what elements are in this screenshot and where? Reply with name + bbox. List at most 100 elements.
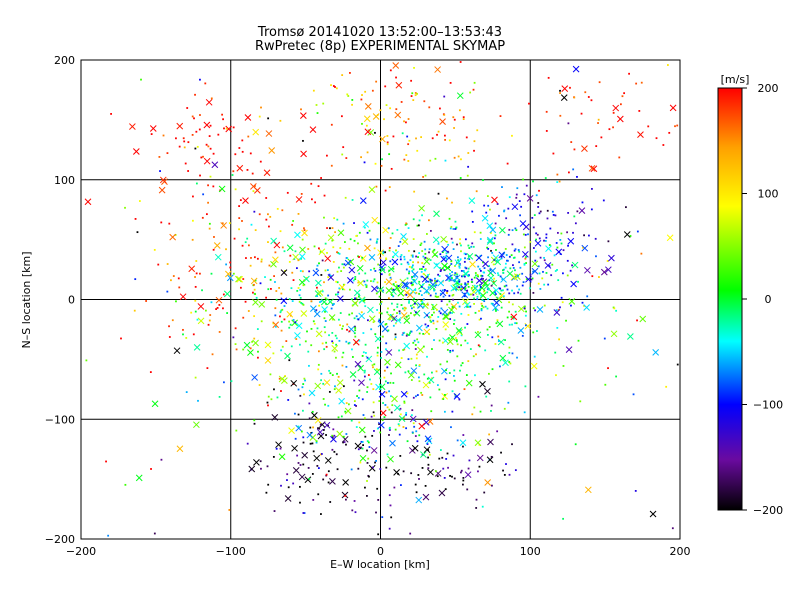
data-point-dot [525,262,528,264]
data-point-dot [386,406,389,409]
data-point-dot [493,237,496,240]
data-point-dot [370,328,373,331]
data-point-dot [517,291,520,294]
data-point-dot [496,272,499,275]
data-point-dot [231,174,234,176]
data-point-dot [201,216,204,219]
data-point-dot [247,244,250,247]
data-point-dot [332,342,334,344]
data-point-dot [276,207,279,210]
data-point-dot [382,289,385,292]
data-point-cross [530,362,538,370]
data-point-dot [533,355,536,358]
data-point-cross [258,301,266,308]
data-point-dot [407,118,410,120]
data-point-dot [395,76,397,79]
data-point-dot [420,285,423,288]
data-point-dot [347,95,350,97]
data-point-cross [519,220,527,227]
data-point-cross [173,347,181,355]
data-point-cross [403,317,411,325]
data-point-dot [295,338,298,340]
data-point-dot [376,351,379,354]
data-point-dot [494,222,497,225]
data-point-dot [283,250,286,253]
data-point-dot [393,486,396,489]
data-point-dot [364,435,367,438]
data-point-dot [302,139,304,142]
data-point-dot [480,309,483,312]
data-point-dot [434,277,436,280]
data-point-dot [267,213,269,216]
data-point-cross [385,278,393,286]
data-point-dot [625,206,627,209]
data-point-dot [363,417,366,420]
data-point-dot [301,270,304,273]
data-point-dot [403,306,406,309]
data-point-cross [284,495,292,502]
data-point-dot [299,464,302,466]
data-point-dot [238,228,240,231]
data-point-cross [567,237,575,245]
data-point-dot [410,472,413,475]
data-point-dot [479,286,482,288]
data-point-cross [395,81,403,89]
data-point-cross [478,284,486,292]
data-point-dot [439,267,441,269]
data-point-dot [330,123,333,126]
data-point-dot [503,209,506,212]
data-point-dot [415,395,417,398]
data-point-dot [431,279,433,282]
data-point-cross [385,349,393,356]
data-point-dot [417,224,420,227]
data-point-cross [84,198,92,206]
data-point-dot [299,343,301,346]
data-point-dot [324,403,326,406]
data-point-dot [335,453,338,456]
data-point-dot [275,447,278,450]
data-point-dot [420,136,423,139]
data-point-dot [311,473,314,475]
data-point-dot [381,158,383,161]
data-point-cross [510,313,518,321]
data-point-dot [316,286,318,289]
data-point-dot [447,243,450,246]
data-point-dot [260,106,262,109]
data-point-cross [409,415,417,423]
data-point-dot [193,117,195,120]
data-point-dot [468,274,470,276]
data-point-dot [420,300,423,302]
data-point-dot [519,214,522,217]
data-point-cross [492,304,499,312]
data-point-dot [425,291,428,294]
data-point-dot [398,318,401,321]
data-point-dot [476,274,479,276]
data-point-dot [407,249,410,252]
data-point-cross [300,310,308,317]
data-point-cross [381,325,389,333]
data-point-dot [399,240,402,243]
data-point-dot [309,426,312,429]
data-point-dot [629,235,632,237]
data-point-dot [337,318,340,321]
data-point-dot [280,329,283,332]
colorbar-tick-label: 200 [758,82,779,95]
data-point-dot [330,164,333,167]
data-point-dot [409,532,412,535]
data-point-dot [287,399,290,401]
data-point-dot [402,416,405,419]
data-point-dot [562,272,564,275]
data-point-dot [315,268,318,271]
data-point-dot [198,128,201,131]
data-point-dot [455,226,458,229]
data-point-dot [548,244,551,246]
data-point-dot [368,446,371,448]
data-point-cross [423,287,431,295]
data-point-dot [453,375,455,377]
data-point-dot [387,329,390,332]
data-point-dot [259,160,262,163]
data-point-dot [419,244,422,246]
data-point-dot [357,255,359,258]
data-point-cross [423,446,431,454]
data-point-cross [571,261,579,269]
